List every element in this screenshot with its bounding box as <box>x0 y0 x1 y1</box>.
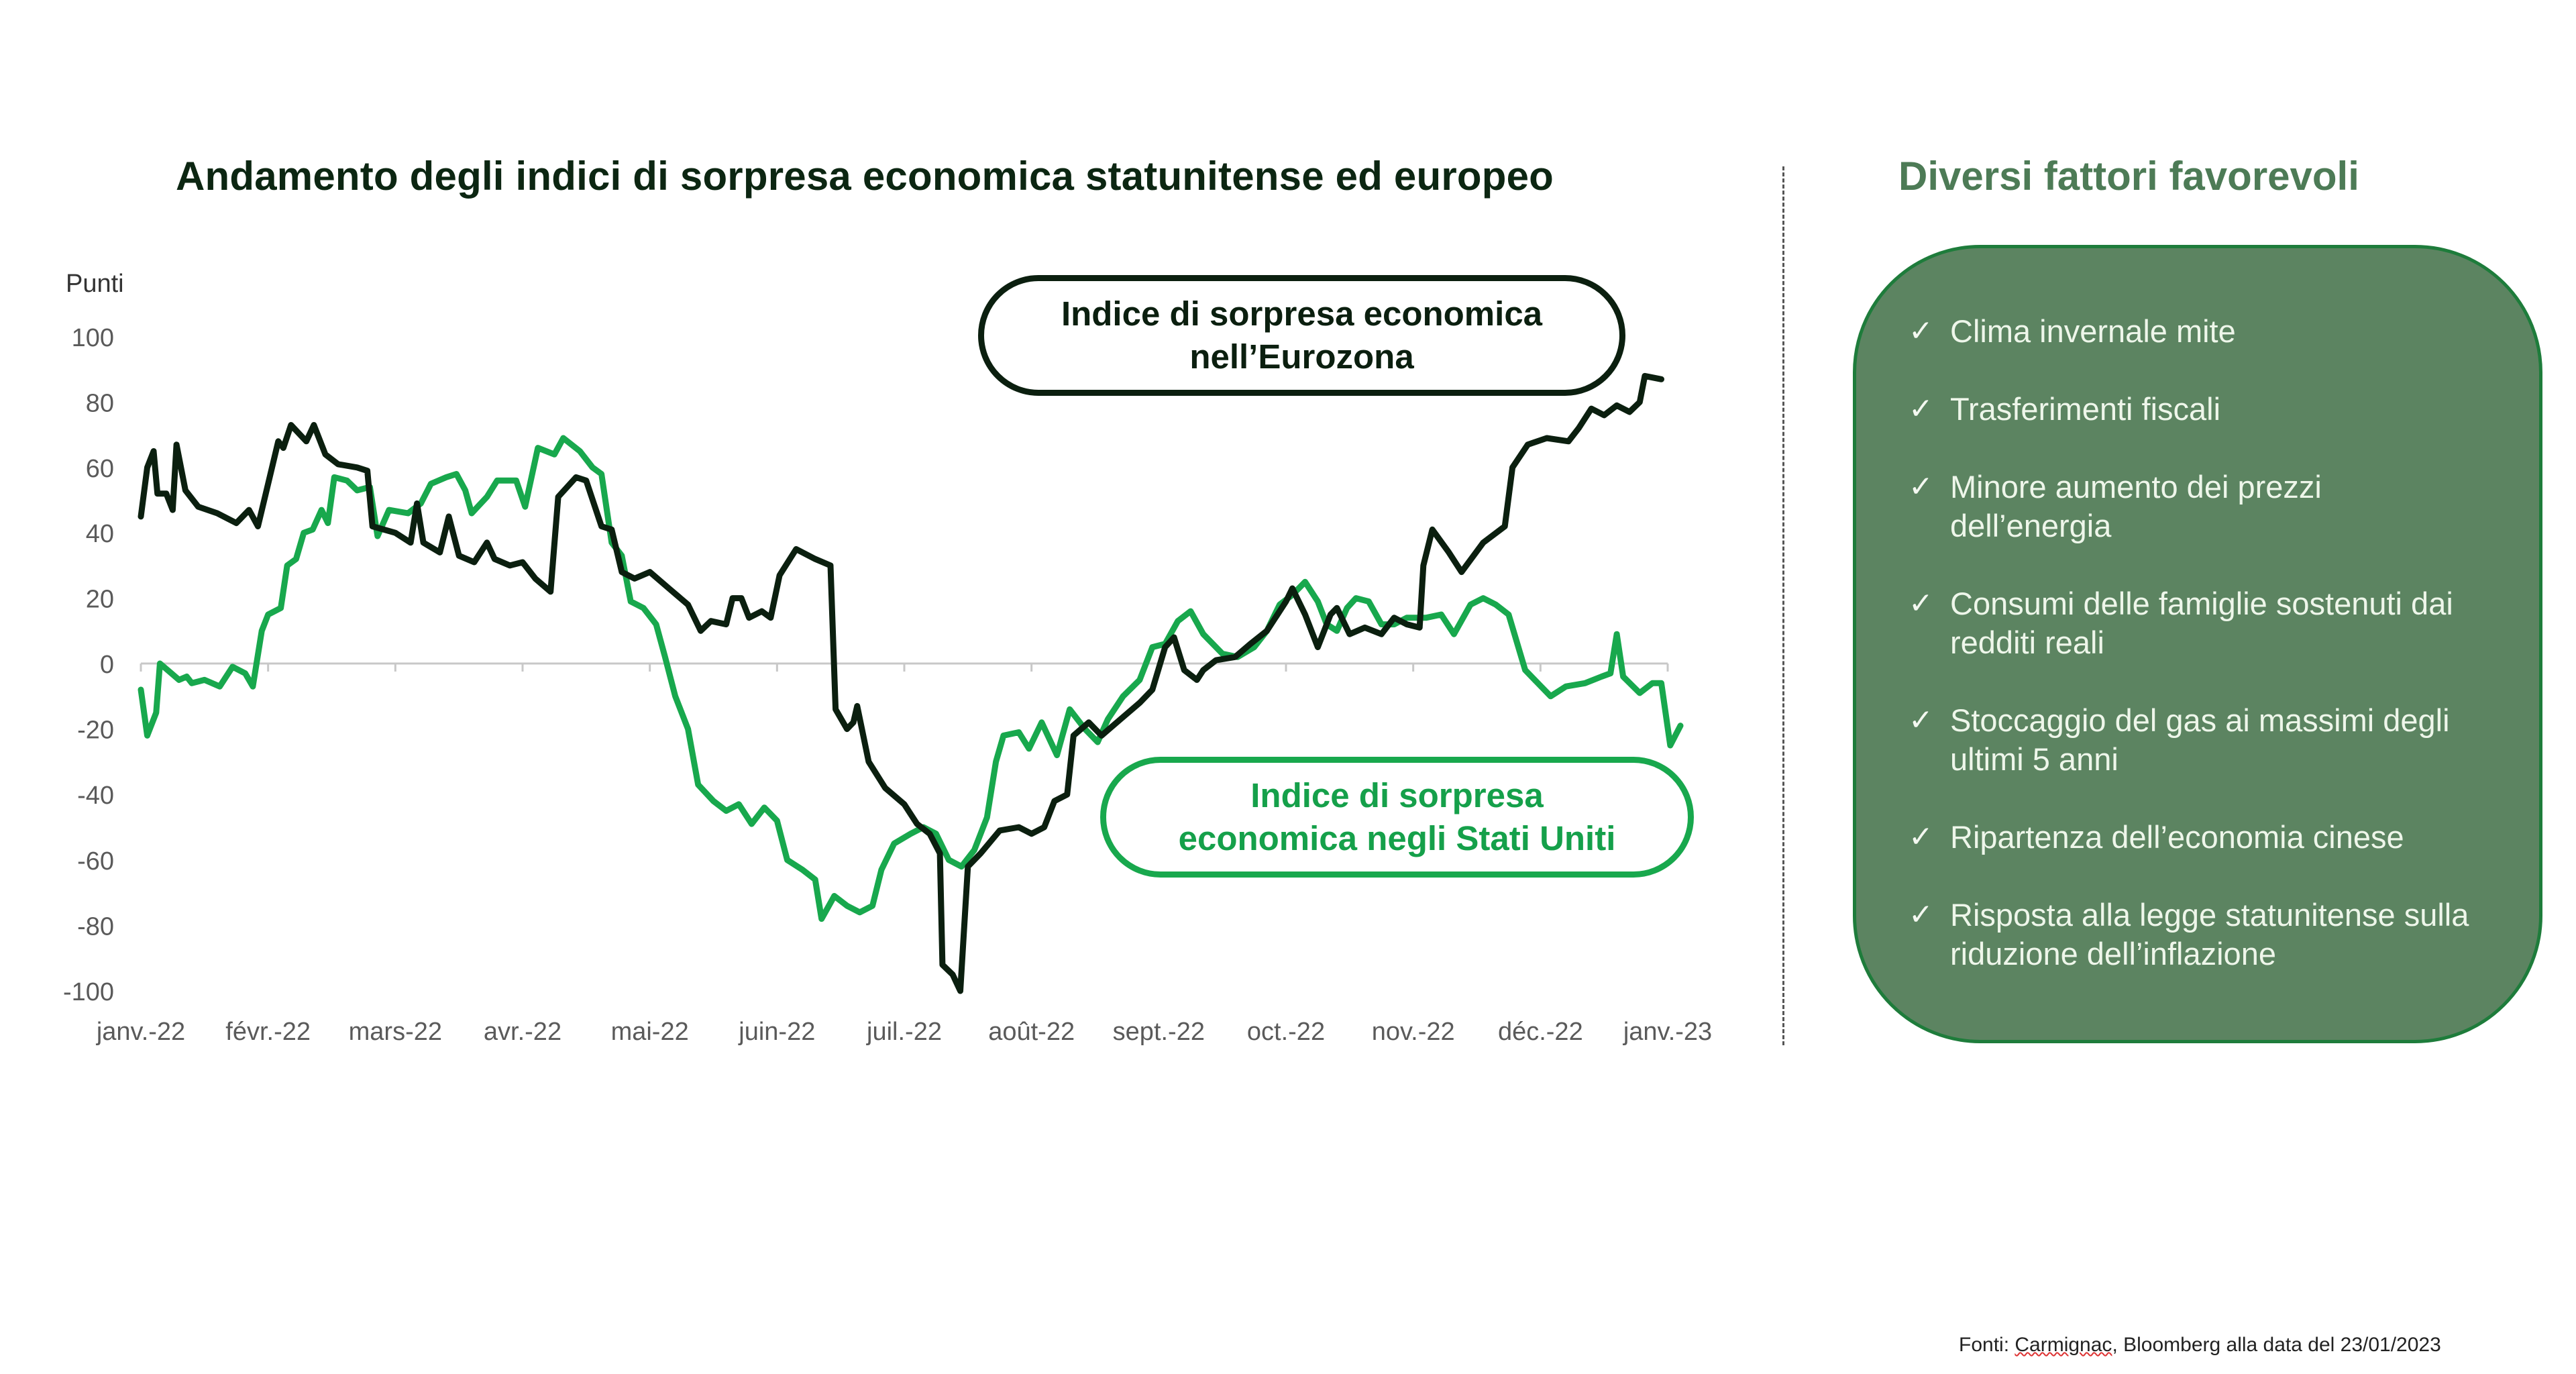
y-tick-label: 80 <box>86 389 114 417</box>
factors-list: ✓ Clima invernale mite ✓ Trasferimenti fis… <box>1909 312 2512 1012</box>
y-tick-label: 0 <box>100 651 114 679</box>
x-tick-label: mai-22 <box>611 1018 689 1046</box>
factor-text: Minore aumento dei prezzi dell’energia <box>1950 469 2322 543</box>
source-rest: , Bloomberg alla data del 23/01/2023 <box>2112 1334 2441 1356</box>
y-tick-label: 40 <box>86 520 114 548</box>
x-tick-label: juin-22 <box>738 1018 815 1046</box>
x-tick-label: juil.-22 <box>866 1018 942 1046</box>
series-line-eurozone <box>138 372 1664 994</box>
zero-axis <box>140 662 1669 672</box>
source-prefix: Fonti: <box>1959 1334 2015 1356</box>
section-divider <box>1782 166 1784 1045</box>
check-icon: ✓ <box>1909 821 1933 853</box>
source-note: Fonti: Carmignac, Bloomberg alla data de… <box>1959 1334 2441 1357</box>
factors-panel: ✓ Clima invernale mite ✓ Trasferimenti fis… <box>1853 245 2542 1043</box>
factor-text: Ripartenza dell’economia cinese <box>1950 819 2404 855</box>
factor-text: Risposta alla legge statunitense sulla r… <box>1950 897 2469 971</box>
factor-text: Stoccaggio del gas ai massimi degli ulti… <box>1950 702 2450 777</box>
factor-text: Clima invernale mite <box>1950 313 2236 349</box>
x-tick-label: déc.-22 <box>1498 1018 1583 1046</box>
legend-eurozone-line1: Indice di sorpresa economica <box>1061 295 1543 333</box>
check-icon: ✓ <box>1909 470 1933 503</box>
factor-item: ✓ Minore aumento dei prezzi dell’energia <box>1909 468 2512 545</box>
check-icon: ✓ <box>1909 898 1933 931</box>
side-panel-title: Diversi fattori favorevoli <box>1898 154 2359 199</box>
x-tick-label: janv.-22 <box>96 1018 185 1046</box>
x-tick-label: févr.-22 <box>225 1018 311 1046</box>
legend-eurozone: Indice di sorpresa economica nell’Eurozo… <box>978 275 1625 396</box>
legend-us-line1: Indice di sorpresa <box>1250 776 1544 814</box>
y-tick-label: -100 <box>63 978 114 1006</box>
check-icon: ✓ <box>1909 587 1933 620</box>
chart-title: Andamento degli indici di sorpresa econo… <box>176 154 1554 199</box>
x-tick-label: mars-22 <box>349 1018 442 1046</box>
y-tick-label: -80 <box>77 912 114 941</box>
series-group <box>138 372 1684 994</box>
x-tick-label: janv.-23 <box>1623 1018 1712 1046</box>
factor-item: ✓ Ripartenza dell’economia cinese <box>1909 818 2512 857</box>
legend-us: Indice di sorpresa economica negli Stati… <box>1100 757 1694 878</box>
factor-text: Consumi delle famiglie sostenuti dai red… <box>1950 586 2453 660</box>
factor-item: ✓ Consumi delle famiglie sostenuti dai re… <box>1909 584 2512 662</box>
x-tick-label: août-22 <box>988 1018 1075 1046</box>
x-axis-ticks: janv.-22 févr.-22 mars-22 avr.-22 mai-22 juin… <box>96 1018 1712 1046</box>
factor-item: ✓ Stoccaggio del gas ai massimi degli ult… <box>1909 701 2512 779</box>
x-tick-label: nov.-22 <box>1372 1018 1455 1046</box>
check-icon: ✓ <box>1909 315 1933 348</box>
y-tick-label: 20 <box>86 586 114 614</box>
legend-us-line2: economica negli Stati Uniti <box>1178 819 1616 857</box>
x-tick-label: avr.-22 <box>484 1018 561 1046</box>
factor-item: ✓ Clima invernale mite <box>1909 312 2512 351</box>
x-tick-label: oct.-22 <box>1247 1018 1325 1046</box>
factor-text: Trasferimenti fiscali <box>1950 391 2221 427</box>
y-tick-label: -60 <box>77 847 114 876</box>
y-axis-ticks: 100 80 60 40 20 0 -20 -40 -60 -80 -100 <box>63 324 114 1006</box>
y-axis-label: Punti <box>66 270 124 298</box>
check-icon: ✓ <box>1909 704 1933 737</box>
y-tick-label: 100 <box>72 324 114 352</box>
y-tick-label: 60 <box>86 455 114 483</box>
x-tick-label: sept.-22 <box>1113 1018 1205 1046</box>
source-flagged-word: Carmignac <box>2015 1334 2112 1356</box>
y-tick-label: -40 <box>77 782 114 810</box>
factor-item: ✓ Trasferimenti fiscali <box>1909 390 2512 429</box>
factor-item: ✓ Risposta alla legge statunitense sulla … <box>1909 896 2512 973</box>
y-tick-label: -20 <box>77 717 114 745</box>
legend-eurozone-line2: nell’Eurozona <box>1189 337 1414 376</box>
check-icon: ✓ <box>1909 392 1933 425</box>
